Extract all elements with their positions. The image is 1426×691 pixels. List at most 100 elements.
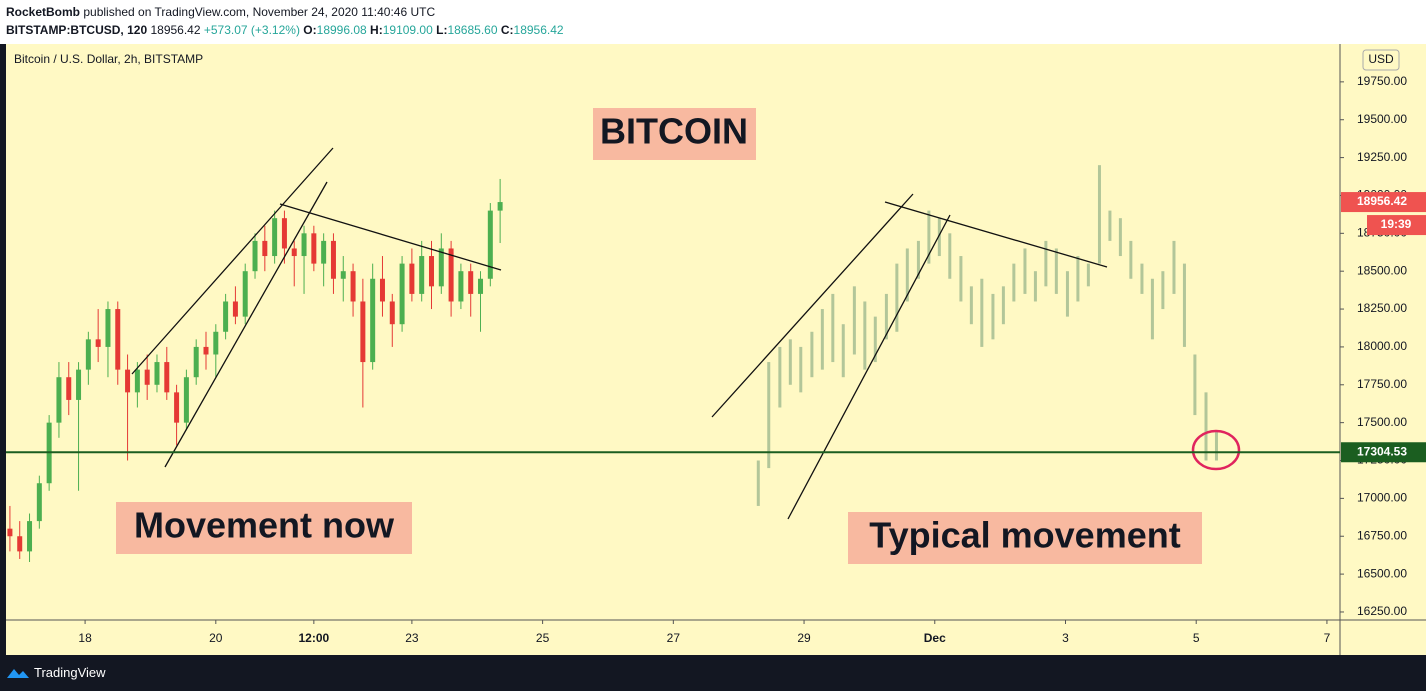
candle-body [360,301,366,363]
annotation: Typical movement [869,515,1180,556]
candle-body [144,369,150,385]
candle-body [164,362,170,393]
candle-body [448,248,454,302]
marks [7,165,1218,562]
countdown-tag [1367,215,1426,236]
ghost-bar [948,233,952,279]
price-tag [1341,442,1426,463]
candle-body [85,339,91,370]
ghost-bar [895,263,899,332]
candle-body [203,346,209,355]
candle-body [497,202,503,211]
candle-body [262,240,268,257]
candle-body [468,271,474,294]
symbol: BITSTAMP:BTCUSD, 120 [6,23,148,37]
candle-body [458,271,464,302]
y-tick-label: 16750.00 [1357,528,1407,542]
y-tick-label: 19500.00 [1357,112,1407,126]
price-tag [1341,192,1426,213]
ghost-bar [1108,210,1112,241]
ghost-bar [1161,271,1165,310]
chart: Bitcoin / U.S. Dollar, 2h, BITSTAMP USD … [0,44,1426,655]
ghost-bar [1023,248,1027,294]
price-tag-label: 18956.42 [1357,194,1407,208]
ghost-bar [799,346,803,393]
ghost-bar [1012,263,1016,302]
x-tick-label: 3 [1062,631,1069,645]
ghost-bar [767,362,771,469]
candle-body [7,528,13,537]
ghost-bar [1193,354,1197,416]
candle-body [311,233,317,264]
trend-lines [131,147,1108,520]
candle-body [134,369,140,393]
publish-line: RocketBomb published on TradingView.com,… [6,5,435,19]
o-label: O: [303,23,317,37]
candle-body [272,218,278,257]
highlight-circle [1191,429,1241,471]
candle-body [154,362,160,385]
candle-body [350,271,356,302]
y-tick-label: 17000.00 [1357,491,1407,505]
candle-body [478,278,484,294]
x-tick-label: 23 [405,631,419,645]
y-tick-label: 17500.00 [1357,415,1407,429]
y-tick-label: 18250.00 [1357,301,1407,315]
ghost-bar [863,301,867,370]
ghost-bar [916,240,920,279]
candle-body [66,377,72,400]
last: 18956.42 [150,23,201,37]
x-tick-label: 12:00 [298,631,329,645]
price-axis-bg [1340,44,1426,655]
l-label: L: [436,23,448,37]
candle-body [56,377,62,423]
legend: Bitcoin / U.S. Dollar, 2h, BITSTAMP [14,52,203,66]
ghost-bar [884,293,888,340]
ghost-bar [1172,240,1176,294]
x-tick-label: 27 [667,631,681,645]
candle-body [419,256,425,294]
y-tick-label: 16250.00 [1357,604,1407,618]
ghost-bar [959,256,963,302]
ghost-bar [1086,263,1090,287]
x-tick-label: 25 [536,631,550,645]
annotation-bg [848,512,1202,564]
ghost-bar [788,339,792,385]
brand: TradingView [34,665,106,680]
x-tick-label: 5 [1193,631,1200,645]
ghost-bar [1033,271,1037,302]
candle-body [409,263,415,294]
ghost-bar [1065,271,1069,317]
candle-body [379,278,385,302]
x-tick-label: Dec [924,631,946,645]
y-tick-label: 19250.00 [1357,150,1407,164]
candle-body [242,271,248,317]
c: 18956.42 [513,23,564,37]
candle-body [125,369,131,393]
candle-body [370,278,376,363]
candle-body [252,240,258,272]
ghost-bar [778,346,782,408]
annotation-bg [593,108,756,160]
candle-body [193,346,199,378]
ghost-bar [969,286,973,325]
ghost-bar [937,218,941,257]
ghost-bar [1076,256,1080,302]
logo [7,669,29,678]
candle-body [105,309,111,347]
ghost-bar [905,248,909,302]
candle-body [223,301,229,332]
price-tag-label: 17304.53 [1357,444,1407,458]
candle-body [17,536,23,552]
h: 19109.00 [382,23,433,37]
ghost-bar [1204,392,1208,461]
candle-body [399,263,405,325]
y-tick-label: 18500.00 [1357,263,1407,277]
currency-button[interactable] [1362,49,1400,71]
annotation: Movement now [134,505,395,546]
ghost-bar [1044,240,1048,287]
y-tick-label: 18000.00 [1357,339,1407,353]
ghost-bar [980,278,984,347]
y-tick-label: 16500.00 [1357,566,1407,580]
